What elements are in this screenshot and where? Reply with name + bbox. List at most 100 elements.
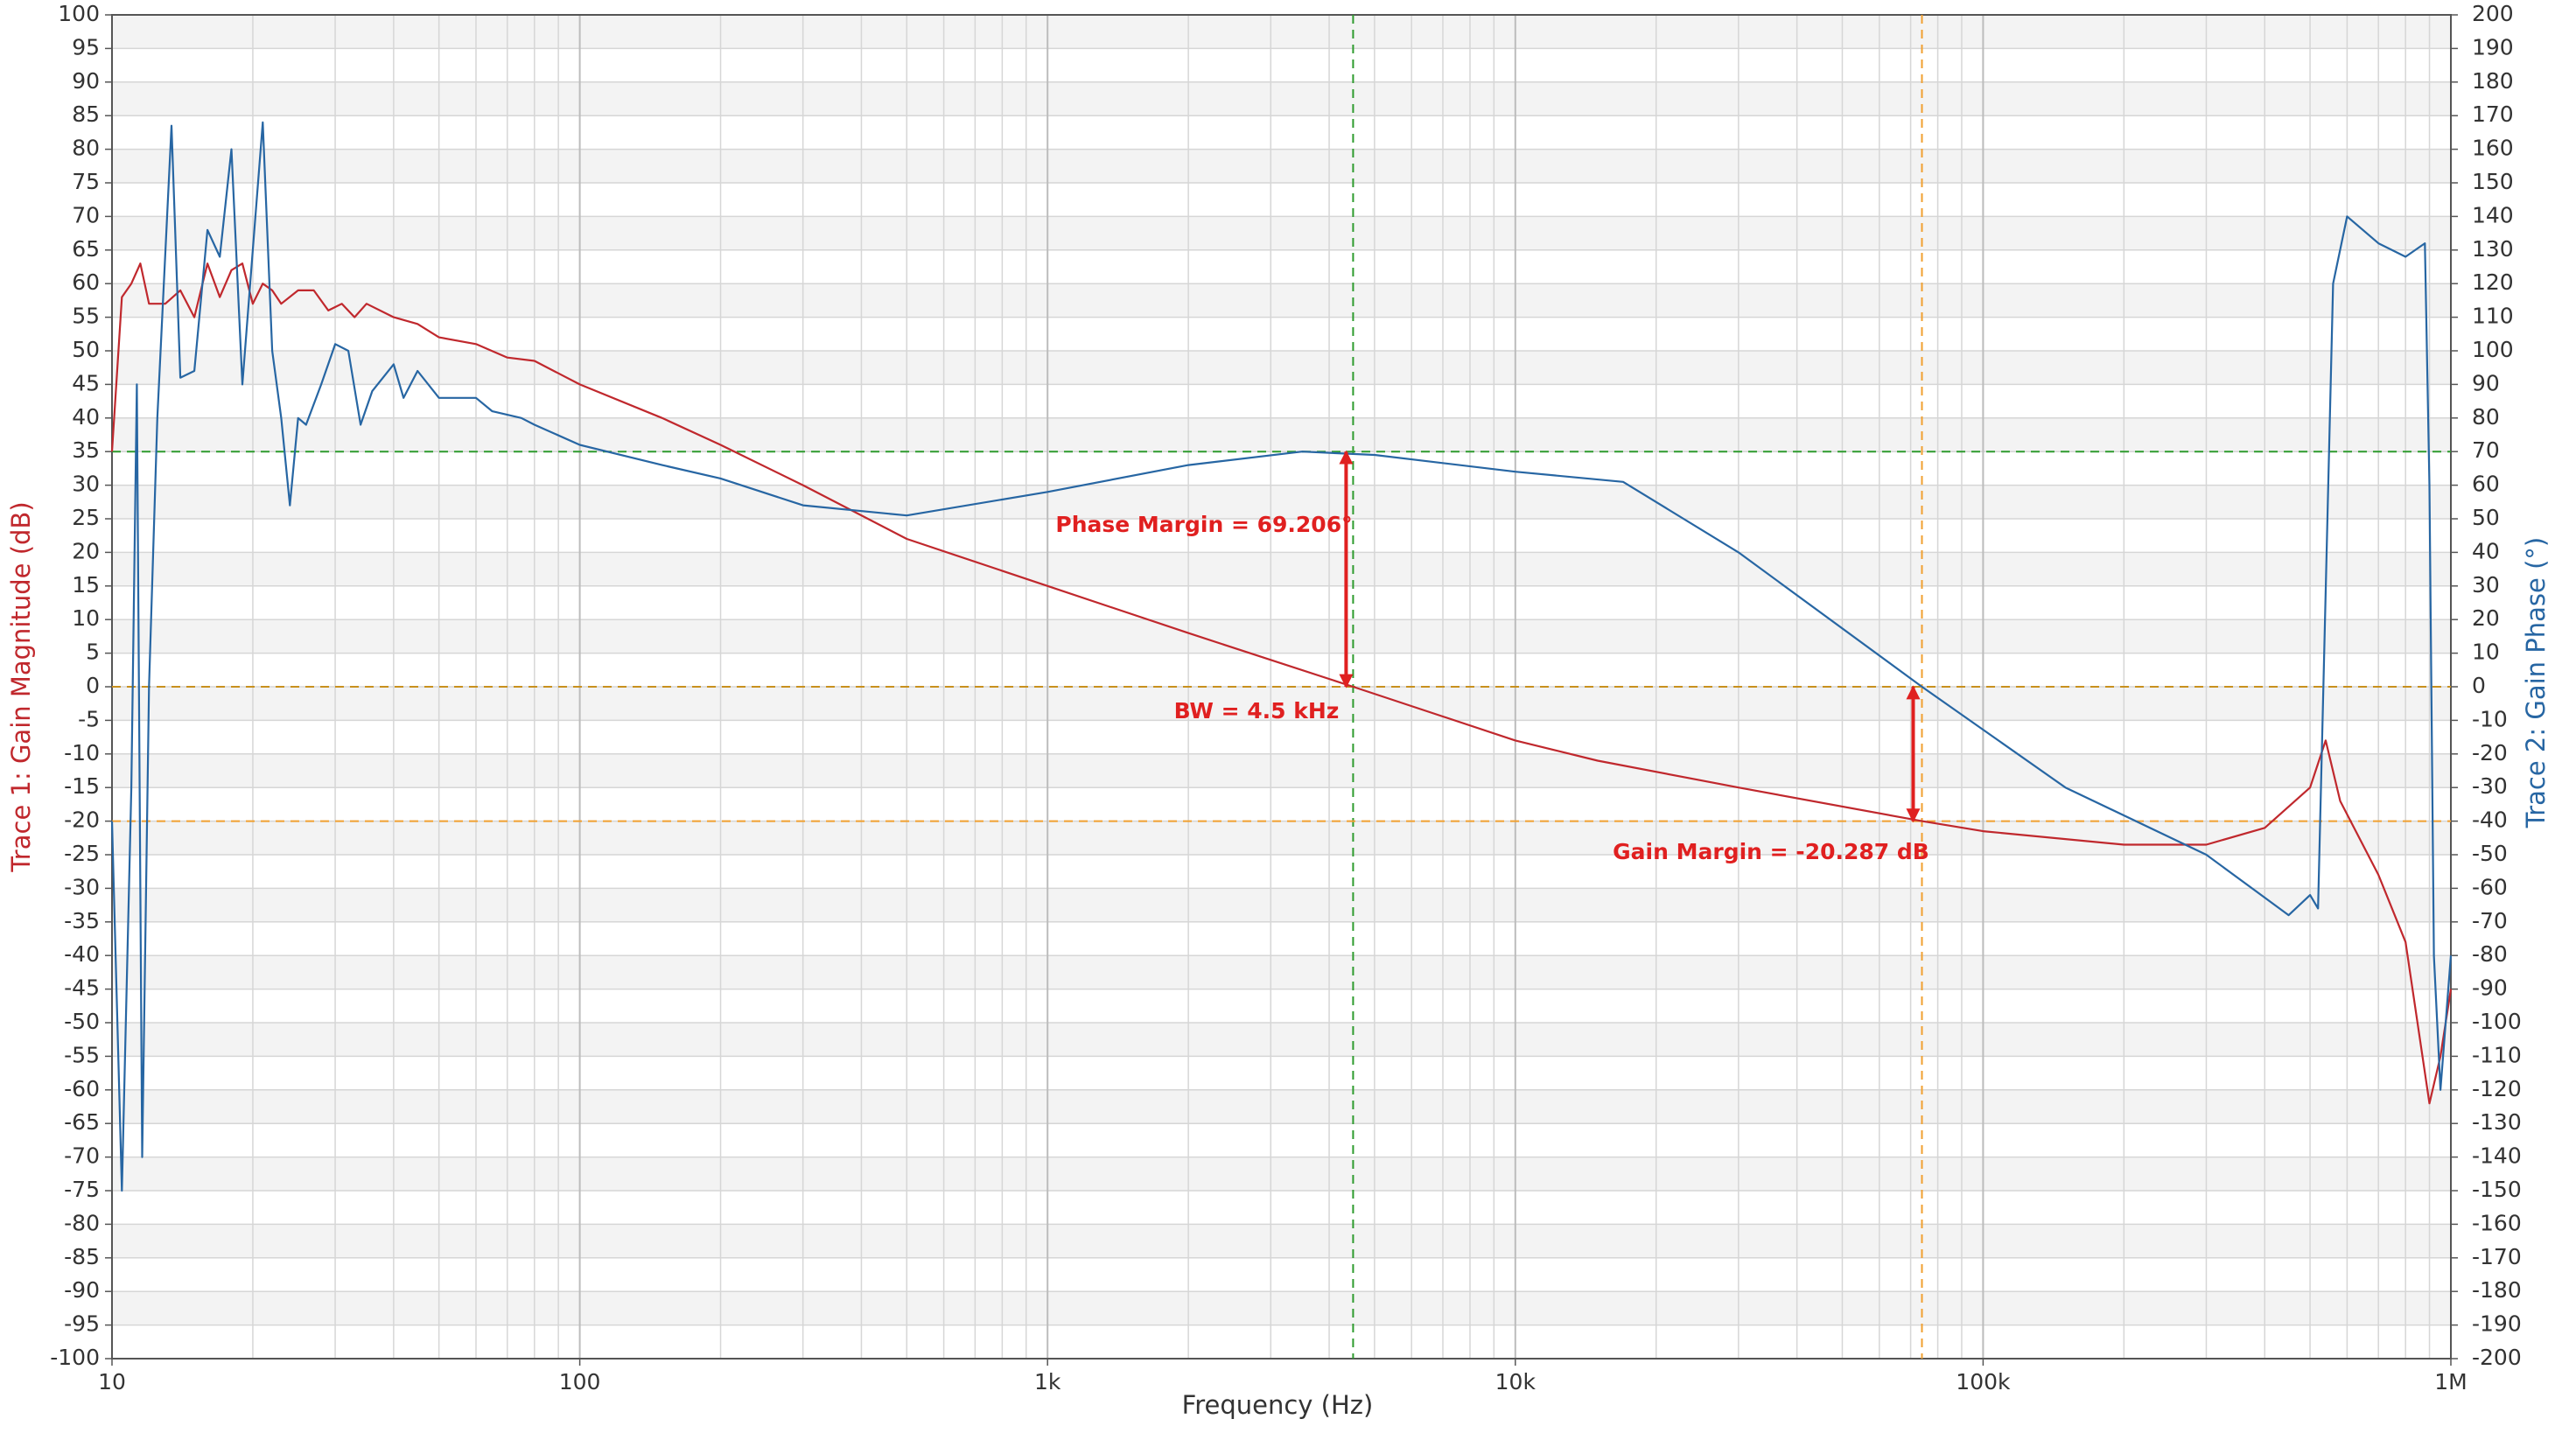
grid-band: [112, 955, 2451, 989]
grid-band: [112, 351, 2451, 385]
grid-band: [112, 15, 2451, 49]
y-tick-label: 20: [72, 538, 100, 563]
y2-tick-label: -190: [2472, 1311, 2522, 1337]
y-tick-label: 45: [72, 370, 100, 395]
y-tick-label: -15: [64, 773, 100, 799]
grid-band: [112, 81, 2451, 116]
grid-band: [112, 1291, 2451, 1325]
grid-band: [112, 1089, 2451, 1124]
y-tick-label: 100: [58, 1, 100, 26]
y-tick-label: 80: [72, 136, 100, 161]
grid-band: [112, 417, 2451, 452]
y-tick-label: -20: [64, 807, 100, 833]
grid-band: [112, 888, 2451, 922]
y2-tick-label: -50: [2472, 841, 2508, 866]
y-tick-label: -35: [64, 908, 100, 933]
annotation: BW = 4.5 kHz: [1174, 698, 1340, 723]
y-tick-label: -30: [64, 874, 100, 899]
x-axis-label: Frequency (Hz): [1182, 1390, 1374, 1420]
y-tick-label: 5: [86, 640, 100, 665]
y-tick-label: 65: [72, 236, 100, 262]
y-tick-label: -55: [64, 1042, 100, 1067]
y2-tick-label: -180: [2472, 1277, 2522, 1303]
y2-tick-label: -80: [2472, 941, 2508, 967]
y2-tick-label: 80: [2472, 404, 2500, 430]
y-tick-label: 15: [72, 572, 100, 598]
y-tick-label: -70: [64, 1143, 100, 1169]
y-tick-label: 40: [72, 404, 100, 430]
y2-tick-label: -40: [2472, 807, 2508, 833]
annotation: Gain Margin = -20.287 dB: [1613, 839, 1929, 864]
grid-band: [112, 552, 2451, 586]
y2-tick-label: -70: [2472, 908, 2508, 933]
y-tick-label: 35: [72, 437, 100, 463]
y-tick-label: 55: [72, 304, 100, 329]
y2-tick-label: 90: [2472, 370, 2500, 395]
x-tick-label: 100k: [1956, 1369, 2011, 1395]
y2-tick-label: -110: [2472, 1042, 2522, 1067]
y-tick-label: -90: [64, 1277, 100, 1303]
y2-tick-label: 130: [2472, 236, 2514, 262]
y2-tick-label: -60: [2472, 874, 2508, 899]
series-line: [110, 262, 2453, 1105]
grid-band: [112, 687, 2451, 721]
y-tick-label: -95: [64, 1311, 100, 1337]
y2-tick-label: -30: [2472, 773, 2508, 799]
y2-tick-label: -120: [2472, 1076, 2522, 1101]
y-tick-label: 30: [72, 472, 100, 497]
y2-tick-label: 120: [2472, 269, 2514, 295]
y-tick-label: -5: [78, 706, 100, 731]
grid-band: [112, 485, 2451, 519]
y-tick-label: 70: [72, 202, 100, 227]
y2-tick-label: 40: [2472, 538, 2500, 563]
grid-band: [112, 753, 2451, 788]
y2-tick-label: 100: [2472, 337, 2514, 362]
y2-tick-label: 190: [2472, 34, 2514, 59]
grid-band: [112, 1224, 2451, 1258]
y2-tick-label: 200: [2472, 1, 2514, 26]
y2-tick-label: 10: [2472, 640, 2500, 665]
y-tick-label: -100: [50, 1345, 100, 1370]
x-tick-label: 100: [559, 1369, 601, 1395]
y-tick-label: -65: [64, 1109, 100, 1135]
y2-tick-label: 60: [2472, 472, 2500, 497]
y-tick-label: 10: [72, 605, 100, 631]
y-tick-label: 90: [72, 68, 100, 94]
y-tick-label: -80: [64, 1210, 100, 1235]
y-tick-label: -40: [64, 941, 100, 967]
y2-tick-label: -160: [2472, 1210, 2522, 1235]
y2-tick-label: 20: [2472, 605, 2500, 631]
y2-tick-label: -150: [2472, 1177, 2522, 1202]
grid-band: [112, 1157, 2451, 1191]
y2-tick-label: -90: [2472, 975, 2508, 1001]
y2-tick-label: -100: [2472, 1009, 2522, 1034]
grid-band: [112, 1023, 2451, 1057]
y2-tick-label: -200: [2472, 1345, 2522, 1370]
y2-tick-label: -20: [2472, 740, 2508, 765]
y-tick-label: 95: [72, 34, 100, 59]
series-line: [110, 121, 2453, 1192]
grid-band: [112, 619, 2451, 654]
y-axis-label: Trace 1: Gain Magnitude (dB): [6, 501, 36, 872]
y-tick-label: 25: [72, 505, 100, 530]
annotation: Phase Margin = 69.206°: [1055, 512, 1352, 537]
x-tick-label: 10k: [1495, 1369, 1536, 1395]
y2-tick-label: -10: [2472, 706, 2508, 731]
y2-tick-label: 50: [2472, 505, 2500, 530]
y-tick-label: 85: [72, 101, 100, 127]
grid-band: [112, 283, 2451, 318]
x-tick-label: 10: [98, 1369, 126, 1395]
y2-axis-label: Trace 2: Gain Phase (°): [2521, 537, 2551, 828]
grid-band: [112, 149, 2451, 183]
y-tick-label: 0: [86, 673, 100, 698]
y2-tick-label: -130: [2472, 1109, 2522, 1135]
y2-tick-label: -140: [2472, 1143, 2522, 1169]
y2-tick-label: 110: [2472, 304, 2514, 329]
y2-tick-label: -170: [2472, 1244, 2522, 1269]
grid-band: [112, 216, 2451, 250]
y2-tick-label: 70: [2472, 437, 2500, 463]
y-tick-label: 60: [72, 269, 100, 295]
y2-tick-label: 150: [2472, 169, 2514, 194]
y2-tick-label: 170: [2472, 101, 2514, 127]
